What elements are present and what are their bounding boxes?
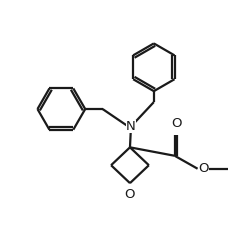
Text: O: O (198, 162, 208, 175)
Text: O: O (125, 188, 135, 201)
Text: O: O (171, 118, 181, 131)
Text: N: N (126, 120, 136, 133)
